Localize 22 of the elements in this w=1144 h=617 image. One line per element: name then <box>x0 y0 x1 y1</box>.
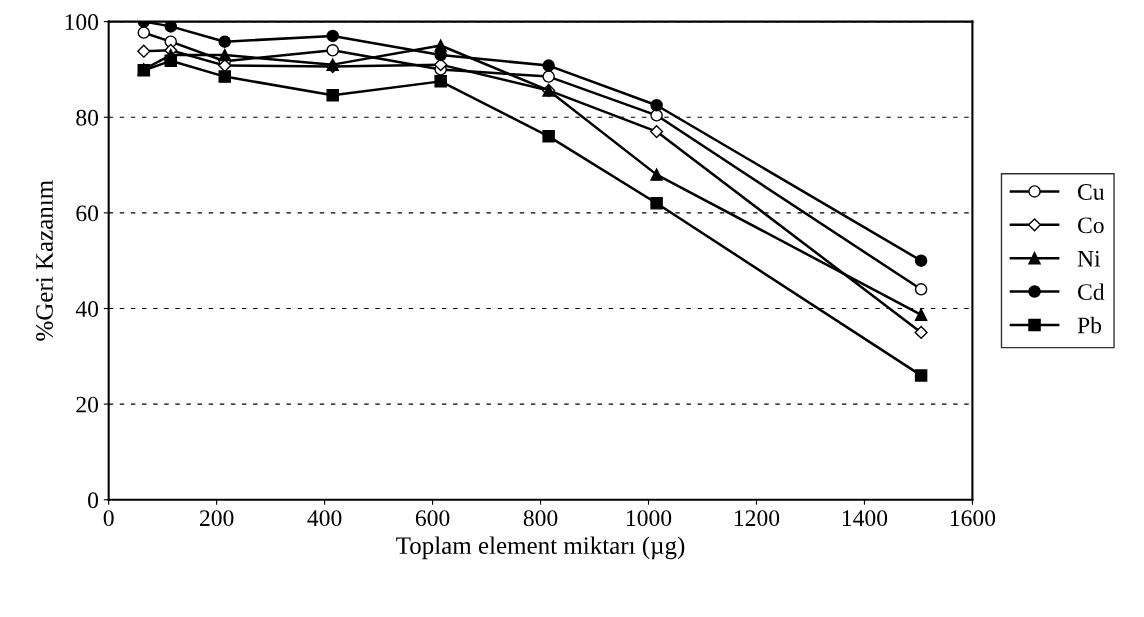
x-tick-label: 1600 <box>950 510 996 527</box>
x-tick-label: 1400 <box>842 510 888 527</box>
y-tick-label: 100 <box>65 14 99 31</box>
legend-label: Ni <box>1077 250 1101 267</box>
x-tick-label: 1000 <box>626 510 672 527</box>
y-tick-label: 20 <box>76 396 99 413</box>
x-tick-label: 0 <box>103 510 114 527</box>
x-tick-label: 400 <box>307 510 342 527</box>
y-tick-label: 60 <box>76 205 99 222</box>
y-tick-label: 80 <box>76 109 99 126</box>
legend-label: Cd <box>1078 283 1105 301</box>
x-tick-label: 800 <box>523 510 558 527</box>
legend-label: Pb <box>1077 316 1102 334</box>
y-tick-label: 0 <box>88 492 99 509</box>
x-axis-title: Toplam element miktarı (µg) <box>396 536 685 560</box>
x-tick-label: 200 <box>199 510 234 527</box>
y-tick-label: 40 <box>75 300 99 317</box>
legend-label: Co <box>1078 217 1104 234</box>
legend-label: Cu <box>1078 184 1105 200</box>
x-tick-label: 1200 <box>734 510 780 527</box>
x-tick-label: 600 <box>415 510 450 527</box>
y-axis-title: %Geri Kazanım <box>36 180 53 341</box>
